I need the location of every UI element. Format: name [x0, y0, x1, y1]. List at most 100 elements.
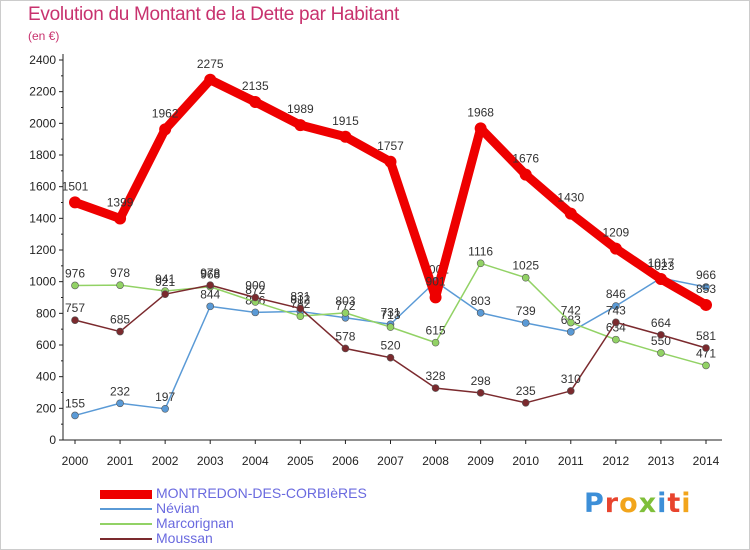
- data-label: 1757: [377, 139, 404, 153]
- data-label: 1209: [603, 226, 630, 240]
- y-tick-label: 800: [36, 306, 56, 320]
- data-point: [521, 398, 530, 407]
- data-label: 739: [516, 304, 536, 318]
- data-label: 812: [290, 292, 310, 306]
- data-point: [206, 281, 215, 289]
- data-point: [204, 73, 217, 86]
- data-point: [657, 331, 665, 339]
- data-label: 615: [426, 324, 446, 338]
- x-tick-label: 2010: [512, 454, 539, 468]
- data-label: 743: [606, 303, 626, 317]
- legend-label: Moussan: [156, 530, 213, 546]
- logo-letter: r: [604, 488, 620, 519]
- data-label: 581: [696, 329, 716, 343]
- data-label: 685: [110, 313, 130, 327]
- x-tick-label: 2011: [558, 454, 584, 468]
- data-label: 772: [335, 299, 355, 313]
- legend-swatch: [100, 523, 152, 525]
- data-point: [429, 291, 442, 304]
- logo-letter: o: [619, 488, 639, 519]
- data-label: 155: [65, 396, 85, 410]
- y-tick-label: 1000: [29, 275, 56, 289]
- data-label: 742: [561, 304, 581, 318]
- x-tick-label: 2014: [693, 454, 720, 468]
- data-point: [206, 302, 215, 311]
- data-point: [521, 273, 530, 282]
- data-point: [116, 281, 124, 289]
- data-point: [612, 335, 620, 344]
- data-label: 578: [335, 329, 355, 343]
- data-label: 978: [200, 266, 220, 280]
- data-point: [566, 387, 575, 395]
- y-tick-label: 200: [36, 401, 56, 415]
- data-point: [71, 316, 79, 324]
- data-point: [612, 318, 620, 327]
- data-label: 1968: [467, 105, 494, 119]
- data-point: [474, 122, 487, 135]
- data-point: [654, 272, 667, 285]
- data-label: 901: [426, 274, 446, 288]
- data-label: 803: [471, 294, 491, 308]
- data-label: 872: [245, 283, 265, 297]
- data-label: 966: [696, 268, 716, 282]
- data-label: 803: [335, 294, 355, 308]
- data-point: [476, 389, 485, 397]
- data-point: [566, 318, 575, 327]
- data-label: 831: [290, 289, 310, 303]
- data-point: [161, 290, 169, 298]
- y-tick-label: 2000: [29, 116, 56, 130]
- data-label: 235: [516, 384, 536, 398]
- data-label: 900: [245, 279, 265, 293]
- data-point: [114, 212, 127, 225]
- data-label: 1025: [512, 259, 539, 273]
- data-label: 731: [380, 305, 400, 319]
- y-tick-label: 400: [36, 370, 56, 384]
- data-point: [251, 293, 260, 302]
- legend-label: Marcorignan: [156, 515, 234, 531]
- data-point: [161, 405, 169, 413]
- chart-title: Evolution du Montant de la Dette par Hab…: [28, 4, 399, 25]
- data-point: [657, 349, 665, 357]
- data-point: [116, 399, 124, 408]
- data-point: [296, 312, 305, 320]
- data-label: 298: [471, 374, 491, 388]
- logo-letter: x: [638, 488, 658, 519]
- x-tick-label: 2013: [648, 454, 675, 468]
- data-label: 664: [651, 316, 671, 330]
- x-tick-label: 2000: [62, 454, 89, 468]
- x-tick-label: 2005: [287, 454, 314, 468]
- data-label: 1962: [152, 106, 179, 120]
- data-label: 921: [155, 275, 175, 289]
- logo-letter: t: [667, 488, 682, 519]
- x-tick-label: 2002: [152, 454, 179, 468]
- data-label: 844: [200, 287, 220, 301]
- data-label: 1399: [107, 195, 134, 209]
- data-point: [339, 130, 352, 143]
- data-label: 2135: [242, 79, 269, 93]
- data-label: 550: [651, 334, 671, 348]
- legend-swatch: [100, 538, 152, 540]
- y-tick-label: 2400: [29, 53, 56, 67]
- data-label: 853: [696, 282, 716, 296]
- data-point: [294, 119, 307, 132]
- data-label: 328: [426, 369, 446, 383]
- data-label: 1017: [648, 256, 675, 270]
- data-label: 1915: [332, 114, 359, 128]
- logo-letter: i: [657, 488, 668, 519]
- data-point: [702, 344, 710, 352]
- data-point: [341, 309, 350, 317]
- proxiti-logo: Proxiti: [584, 488, 692, 519]
- data-point: [159, 123, 172, 136]
- data-point: [69, 196, 81, 209]
- data-point: [384, 155, 397, 168]
- legend-swatch: [100, 508, 152, 510]
- data-point: [431, 338, 440, 347]
- chart-subtitle: (en €): [28, 29, 60, 43]
- data-point: [296, 304, 305, 313]
- data-label: 846: [606, 287, 626, 301]
- x-tick-label: 2009: [467, 454, 494, 468]
- data-point: [519, 168, 532, 181]
- data-label: 1430: [557, 191, 584, 205]
- data-point: [476, 309, 485, 317]
